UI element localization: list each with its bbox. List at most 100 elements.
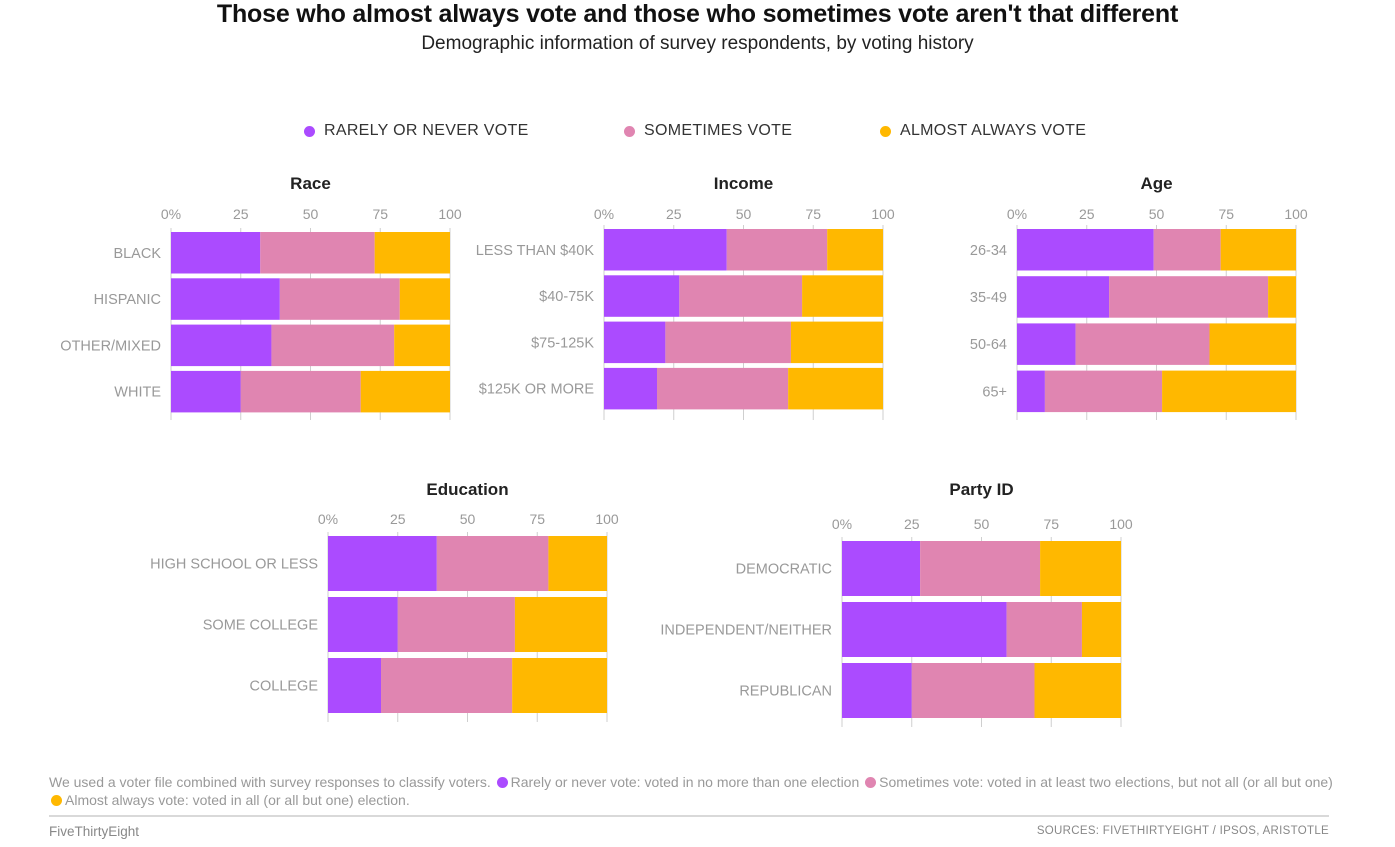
party-id-tick-label: 0%: [832, 516, 852, 532]
age-tick-label: 25: [1079, 206, 1095, 222]
education-bar-rarely-some-college: [328, 597, 398, 652]
income-bar-sometimes-125k-or-more: [657, 367, 789, 410]
race-bar-sometimes-hispanic: [279, 278, 400, 320]
income-category-label: LESS THAN $40K: [476, 243, 595, 259]
sources-note: SOURCES: FIVETHIRTYEIGHT / IPSOS, ARISTO…: [1036, 825, 1329, 837]
party-id-bar-rarely-democratic: [842, 541, 921, 596]
party-id-bar-sometimes-independent-neither: [1006, 602, 1082, 657]
legend-label-always: ALMOST ALWAYS VOTE: [900, 122, 1087, 139]
income-bar-rarely-125k-or-more: [604, 367, 658, 410]
party-id-bar-sometimes-republican: [911, 663, 1035, 718]
education-bar-always-college: [512, 658, 607, 713]
legend-item-sometimes: SOMETIMES VOTE: [624, 122, 792, 140]
income-bar-rarely-less-than-40k: [604, 229, 727, 271]
legend: RARELY OR NEVER VOTE SOMETIMES VOTE ALMO…: [0, 122, 1395, 146]
education-bar-rarely-high-school-or-less: [328, 536, 437, 591]
education-panel-title: Education: [426, 480, 508, 499]
party-id-tick-label: 75: [1043, 516, 1059, 532]
race-category-label: HISPANIC: [94, 292, 161, 308]
legend-item-always: ALMOST ALWAYS VOTE: [880, 122, 1086, 140]
income-category-label: $75-125K: [531, 335, 594, 351]
footnote-swatch-always: [51, 795, 62, 806]
legend-item-rarely: RARELY OR NEVER VOTE: [304, 122, 529, 140]
income-bar-sometimes-less-than-40k: [726, 229, 828, 271]
race-tick-label: 25: [233, 206, 249, 222]
race-category-label: BLACK: [113, 246, 161, 262]
race-tick-label: 75: [372, 206, 388, 222]
legend-label-rarely: RARELY OR NEVER VOTE: [324, 122, 529, 139]
age-bar-rarely-50-64: [1017, 323, 1076, 365]
education-bar-rarely-college: [328, 658, 382, 713]
education-tick-label: 0%: [318, 511, 338, 527]
age-tick-label: 75: [1218, 206, 1234, 222]
race-bar-always-white: [360, 370, 450, 413]
education-tick-label: 75: [529, 511, 545, 527]
income-bar-always-40-75k: [802, 275, 883, 317]
education-category-label: COLLEGE: [250, 679, 319, 695]
legend-label-sometimes: SOMETIMES VOTE: [644, 122, 793, 139]
race-tick-label: 0%: [161, 206, 181, 222]
footnote-swatch-rarely: [496, 777, 508, 788]
age-category-label: 26-34: [970, 243, 1007, 259]
party-id-bar-sometimes-democratic: [920, 541, 1041, 596]
age-bar-always-35-49: [1268, 276, 1296, 318]
party-id-category-label: DEMOCRATIC: [736, 562, 832, 578]
age-bar-always-50-64: [1209, 323, 1296, 365]
education-tick-label: 50: [460, 511, 476, 527]
age-category-label: 35-49: [970, 290, 1007, 306]
footnote: We used a voter file combined with surve…: [49, 773, 1339, 809]
education-tick-label: 100: [595, 511, 619, 527]
footnote-rarely: Rarely or never vote: voted in no more t…: [510, 774, 860, 790]
education-bar-always-high-school-or-less: [548, 536, 607, 591]
education-bar-always-some-college: [514, 597, 607, 652]
race-bar-sometimes-other-mixed: [271, 324, 395, 367]
income-tick-label: 0%: [594, 206, 614, 222]
race-bar-rarely-white: [171, 370, 241, 413]
legend-swatch-always: [880, 125, 891, 137]
party-id-bar-always-democratic: [1040, 541, 1121, 596]
footnote-intro: We used a voter file combined with surve…: [49, 774, 491, 790]
party-id-bar-rarely-independent-neither: [842, 602, 1007, 657]
race-bar-always-other-mixed: [394, 324, 450, 367]
brand-name: FiveThirtyEight: [49, 824, 140, 839]
income-panel-title: Income: [714, 174, 774, 193]
race-bar-sometimes-black: [260, 232, 375, 274]
age-category-label: 65+: [982, 384, 1007, 400]
income-bar-sometimes-40-75k: [679, 275, 803, 317]
party-id-category-label: REPUBLICAN: [739, 684, 832, 700]
legend-swatch-sometimes: [624, 125, 635, 137]
age-panel-title: Age: [1140, 174, 1172, 193]
income-tick-label: 25: [666, 206, 682, 222]
education-bar-sometimes-college: [381, 658, 513, 713]
income-bar-rarely-75-125k: [604, 321, 666, 364]
income-tick-label: 75: [805, 206, 821, 222]
party-id-tick-label: 25: [904, 516, 920, 532]
party-id-bar-always-independent-neither: [1081, 602, 1121, 657]
income-bar-rarely-40-75k: [604, 275, 680, 317]
income-bar-always-75-125k: [790, 321, 883, 364]
education-category-label: SOME COLLEGE: [203, 618, 319, 634]
race-panel-title: Race: [290, 174, 331, 193]
chart-subtitle: Demographic information of survey respon…: [421, 33, 974, 54]
race-bar-rarely-other-mixed: [171, 324, 272, 367]
age-bar-rarely-35-49: [1017, 276, 1110, 318]
age-tick-label: 0%: [1007, 206, 1027, 222]
income-tick-label: 50: [736, 206, 752, 222]
education-bar-sometimes-high-school-or-less: [436, 536, 549, 591]
chart-title: Those who almost always vote and those w…: [216, 0, 1179, 28]
income-tick-label: 100: [871, 206, 895, 222]
income-category-label: $40-75K: [539, 289, 594, 305]
age-bar-sometimes-35-49: [1109, 276, 1269, 318]
party-id-bar-always-republican: [1034, 663, 1121, 718]
age-tick-label: 50: [1149, 206, 1165, 222]
age-category-label: 50-64: [970, 337, 1007, 353]
race-bar-sometimes-white: [240, 370, 361, 413]
legend-swatch-rarely: [304, 125, 315, 137]
party-id-tick-label: 50: [974, 516, 990, 532]
age-bar-always-65: [1162, 370, 1296, 413]
education-bar-sometimes-some-college: [397, 597, 515, 652]
age-bar-always-26-34: [1220, 229, 1296, 271]
footnote-sometimes: Sometimes vote: voted in at least two el…: [879, 774, 1333, 790]
income-category-label: $125K OR MORE: [479, 382, 595, 398]
age-tick-label: 100: [1284, 206, 1308, 222]
